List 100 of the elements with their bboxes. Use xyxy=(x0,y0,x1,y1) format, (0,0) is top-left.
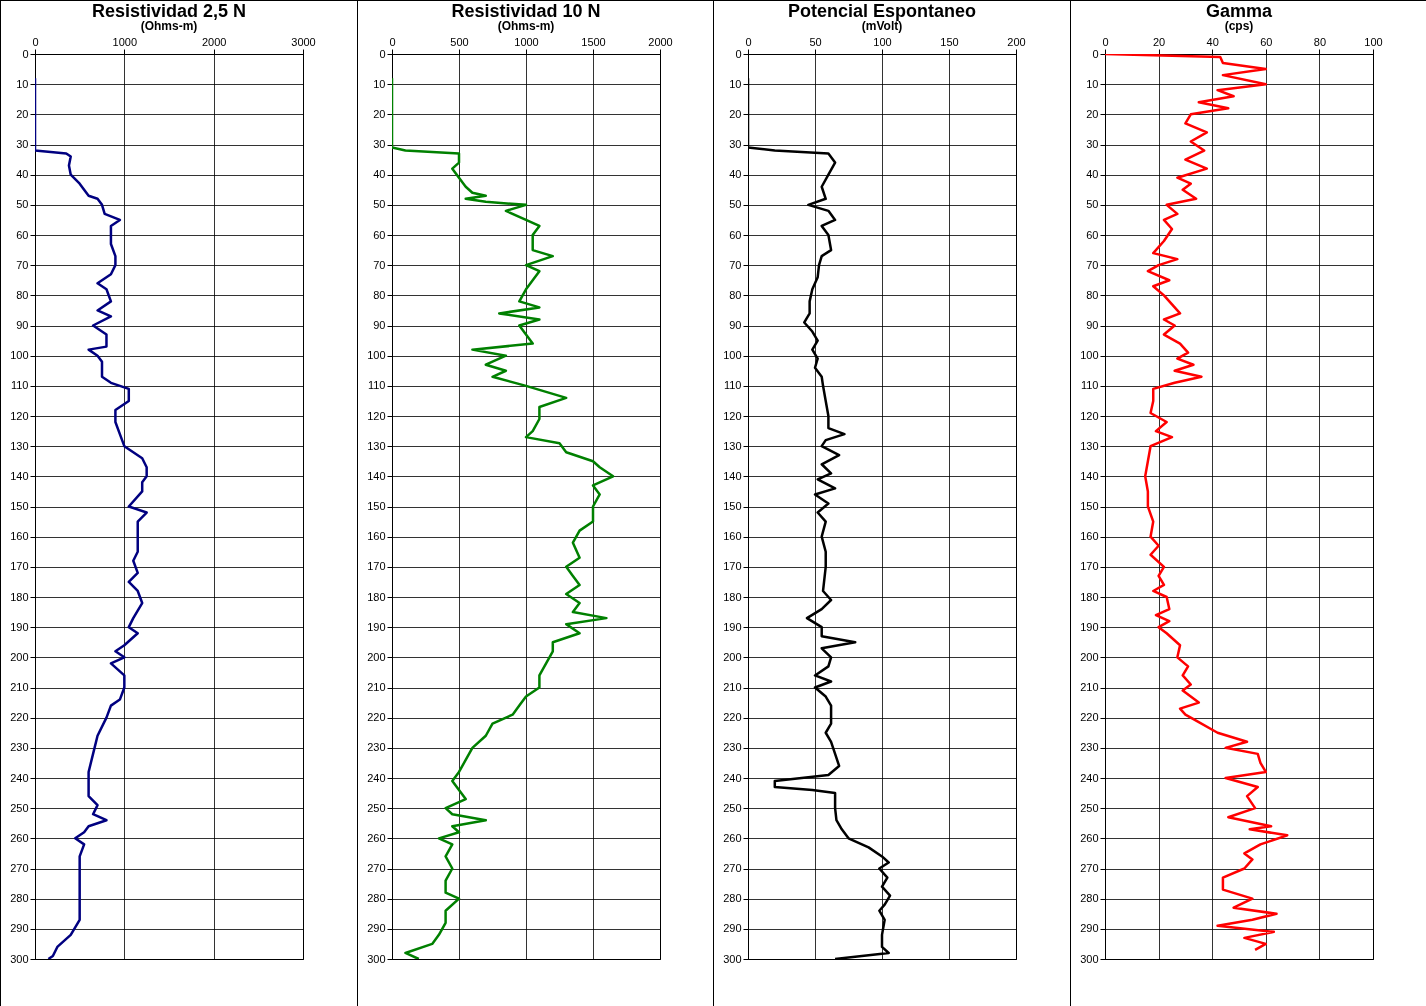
y-tick-label: 280 xyxy=(723,892,742,905)
y-tick-label: 160 xyxy=(366,530,385,543)
x-tick-label: 40 xyxy=(1206,35,1219,48)
y-tick-label: 0 xyxy=(22,47,29,60)
y-tick-label: 70 xyxy=(372,258,385,271)
y-tick-label: 10 xyxy=(729,77,742,90)
y-tick-label: 20 xyxy=(16,107,29,120)
y-tick-label: 230 xyxy=(723,741,742,754)
y-tick-label: 20 xyxy=(372,107,385,120)
y-tick-label: 70 xyxy=(16,258,29,271)
y-tick-label: 260 xyxy=(366,831,385,844)
y-tick-label: 170 xyxy=(10,560,29,573)
y-tick-label: 280 xyxy=(1079,892,1098,905)
y-tick-label: 240 xyxy=(1079,771,1098,784)
y-tick-label: 190 xyxy=(1079,620,1098,633)
y-tick-label: 210 xyxy=(1079,681,1098,693)
y-tick-label: 30 xyxy=(372,138,385,150)
x-tick-label: 0 xyxy=(388,35,396,48)
y-tick-label: 290 xyxy=(1079,922,1098,935)
y-tick-label: 140 xyxy=(10,469,29,482)
x-tick-label: 80 xyxy=(1313,35,1326,48)
y-tick-label: 290 xyxy=(10,922,29,935)
y-tick-label: 220 xyxy=(10,711,29,724)
y-tick-label: 300 xyxy=(366,952,385,965)
y-tick-label: 80 xyxy=(1085,288,1098,301)
y-tick-label: 170 xyxy=(723,560,742,573)
x-tick-label: 200 xyxy=(1007,35,1026,48)
y-tick-label: 290 xyxy=(723,922,742,935)
y-tick-label: 220 xyxy=(366,711,385,724)
y-tick-label: 80 xyxy=(372,288,385,301)
y-tick-label: 300 xyxy=(10,952,29,965)
y-tick-label: 300 xyxy=(723,952,742,965)
x-tick-label: 20 xyxy=(1152,35,1165,48)
y-tick-label: 70 xyxy=(729,258,742,271)
y-tick-label: 130 xyxy=(366,439,385,452)
y-tick-label: 30 xyxy=(16,138,29,150)
y-tick-label: 60 xyxy=(372,228,385,241)
y-tick-label: 70 xyxy=(1085,258,1098,271)
x-tick-label: 2000 xyxy=(201,35,227,48)
y-tick-label: 190 xyxy=(10,620,29,633)
y-tick-label: 150 xyxy=(723,500,742,512)
x-tick-label: 60 xyxy=(1259,35,1272,48)
y-tick-label: 10 xyxy=(1085,77,1098,90)
y-tick-label: 0 xyxy=(1091,47,1098,60)
x-tick-label: 0 xyxy=(745,35,752,48)
y-tick-label: 180 xyxy=(10,590,29,603)
y-tick-label: 30 xyxy=(1085,138,1098,150)
y-tick-label: 110 xyxy=(723,379,742,392)
y-tick-label: 140 xyxy=(366,469,385,482)
y-tick-label: 160 xyxy=(723,530,742,543)
y-tick-label: 150 xyxy=(366,500,385,512)
y-tick-label: 180 xyxy=(366,590,385,603)
x-tick-label: 1000 xyxy=(112,35,138,48)
y-tick-label: 270 xyxy=(366,862,385,874)
y-tick-label: 110 xyxy=(367,379,385,392)
y-tick-label: 90 xyxy=(372,319,385,331)
y-tick-label: 200 xyxy=(1079,650,1098,663)
y-tick-label: 10 xyxy=(16,77,29,90)
x-tick-label: 100 xyxy=(873,35,892,48)
y-tick-label: 50 xyxy=(729,198,742,211)
y-tick-label: 190 xyxy=(723,620,742,633)
y-tick-label: 120 xyxy=(10,409,29,422)
y-tick-label: 220 xyxy=(1079,711,1098,724)
y-tick-label: 40 xyxy=(372,168,385,181)
chart-subtitle: (Ohms-m) xyxy=(140,19,198,33)
y-tick-label: 100 xyxy=(723,349,742,362)
x-tick-label: 50 xyxy=(809,35,822,48)
chart-title: Resistividad 10 N xyxy=(450,1,601,21)
y-tick-label: 180 xyxy=(1079,590,1098,603)
y-tick-label: 290 xyxy=(366,922,385,935)
y-tick-label: 160 xyxy=(1079,530,1098,543)
y-tick-label: 110 xyxy=(10,379,29,392)
y-tick-label: 150 xyxy=(1079,500,1098,512)
y-tick-label: 120 xyxy=(723,409,742,422)
chart-subtitle: (Ohms-m) xyxy=(497,19,554,33)
y-tick-label: 10 xyxy=(372,77,385,90)
y-tick-label: 190 xyxy=(366,620,385,633)
y-tick-label: 260 xyxy=(10,831,29,844)
chart-subtitle: (mVolt) xyxy=(861,19,903,33)
y-tick-label: 0 xyxy=(378,47,385,60)
y-tick-label: 50 xyxy=(372,198,385,211)
y-tick-label: 120 xyxy=(1079,409,1098,422)
chart-title: Potencial Espontaneo xyxy=(787,1,977,21)
x-tick-label: 1500 xyxy=(580,35,606,48)
y-tick-label: 90 xyxy=(16,319,29,331)
y-tick-label: 0 xyxy=(735,47,742,60)
x-tick-label: 100 xyxy=(1363,35,1383,48)
y-tick-label: 80 xyxy=(16,288,29,301)
y-tick-label: 100 xyxy=(366,349,385,362)
y-tick-label: 250 xyxy=(366,801,385,814)
y-tick-label: 260 xyxy=(1079,831,1098,844)
y-tick-label: 40 xyxy=(729,168,742,181)
x-tick-label: 0 xyxy=(32,35,39,48)
y-tick-label: 250 xyxy=(1079,801,1098,814)
y-tick-label: 40 xyxy=(1085,168,1098,181)
y-tick-label: 80 xyxy=(729,288,742,301)
y-tick-label: 230 xyxy=(1079,741,1098,754)
y-tick-label: 200 xyxy=(366,650,385,663)
y-tick-label: 180 xyxy=(723,590,742,603)
y-tick-label: 250 xyxy=(10,801,29,814)
